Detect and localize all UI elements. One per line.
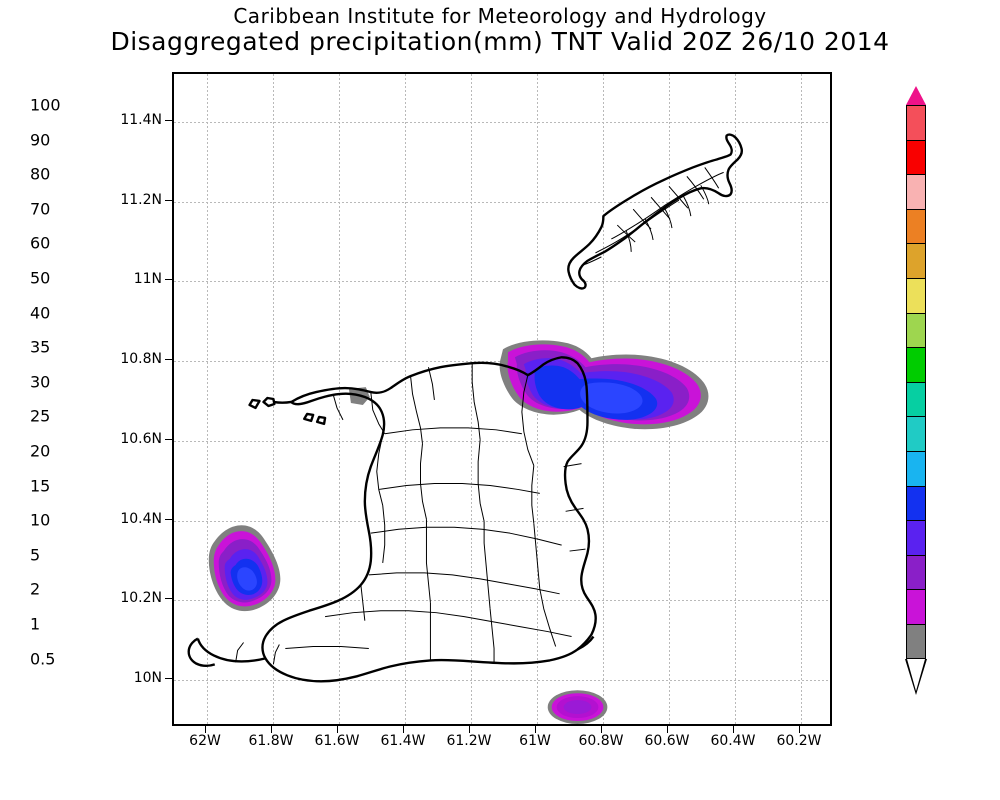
y-tick-label-10.8N: 10.8N	[120, 351, 162, 368]
y-tick-label-10.4N: 10.4N	[120, 510, 162, 527]
y-tick-11.2N	[165, 199, 172, 201]
tobago-outline	[567, 133, 743, 290]
gridline-vertical-60.2W	[801, 74, 802, 724]
precip-region-south-edge	[547, 690, 608, 724]
x-tick-label-60.6W: 60.6W	[644, 733, 690, 749]
gridline-horizontal-11.2N	[174, 201, 830, 203]
gridline-horizontal-11.4N	[174, 121, 830, 123]
x-tick-label-60.2W: 60.2W	[776, 733, 822, 749]
colorbar-label-5: 5	[30, 545, 41, 565]
colorbar-band-5	[906, 554, 926, 590]
x-tick-label-61.6W: 61.6W	[314, 733, 360, 749]
colorbar-band-50	[906, 277, 926, 313]
gridline-vertical-60.4W	[735, 74, 736, 724]
gridline-horizontal-10.2N	[174, 600, 830, 602]
colorbar-label-50: 50	[30, 268, 51, 288]
colorbar-band-40	[906, 312, 926, 348]
precip-region-southwest	[208, 525, 281, 612]
colorbar-band-20	[906, 450, 926, 486]
colorbar-band-80	[906, 174, 926, 209]
colorbar-band-60	[906, 243, 926, 278]
x-tick-61.8W	[271, 726, 272, 733]
x-tick-61.6W	[337, 726, 338, 733]
map-plot-area	[172, 72, 832, 726]
y-tick-label-11.4N: 11.4N	[120, 111, 162, 128]
x-tick-61.4W	[403, 726, 404, 733]
colorbar-label-0.5: 0.5	[30, 649, 56, 669]
page-title: Disaggregated precipitation(mm) TNT Vali…	[110, 27, 890, 56]
x-tick-label-61W: 61W	[519, 733, 551, 749]
map-graphics	[187, 133, 743, 724]
colorbar-label-10: 10	[30, 510, 51, 530]
x-tick-60.6W	[667, 726, 668, 733]
colorbar-label-1: 1	[30, 614, 41, 634]
x-tick-60.2W	[799, 726, 800, 733]
colorbar-over-arrow	[906, 86, 926, 105]
colorbar-label-25: 25	[30, 406, 51, 426]
gridline-vertical-61.2W	[471, 74, 472, 724]
colorbar-band-70	[906, 208, 926, 244]
gridline-horizontal-11N	[174, 281, 830, 283]
colorbar-under-arrow-inner	[907, 658, 925, 691]
colorbar-band-25	[906, 416, 926, 451]
colorbar-band-35	[906, 347, 926, 382]
y-tick-10N	[165, 678, 172, 680]
colorbar-band-90	[906, 139, 926, 175]
x-tick-label-61.2W: 61.2W	[446, 733, 492, 749]
colorbar-label-15: 15	[30, 476, 51, 496]
tobago-admin-boundaries	[583, 167, 724, 266]
colorbar-label-2: 2	[30, 579, 41, 599]
x-tick-60.8W	[601, 726, 602, 733]
colorbar-band-10	[906, 520, 926, 555]
y-tick-11N	[165, 279, 172, 281]
y-tick-10.8N	[165, 359, 172, 361]
y-tick-10.6N	[165, 438, 172, 440]
x-tick-label-60.8W: 60.8W	[578, 733, 624, 749]
colorbar-label-40: 40	[30, 303, 51, 323]
colorbar-label-100: 100	[30, 95, 61, 115]
x-tick-60.4W	[733, 726, 734, 733]
y-tick-10.2N	[165, 598, 172, 600]
colorbar-band-15	[906, 485, 926, 521]
gridline-vertical-61.4W	[405, 74, 406, 724]
x-tick-61W	[535, 726, 536, 733]
colorbar-band-30	[906, 381, 926, 417]
y-tick-label-10N: 10N	[133, 670, 162, 687]
colorbar-band-1	[906, 623, 926, 659]
x-tick-61.2W	[469, 726, 470, 733]
institute-title: Caribbean Institute for Meteorology and …	[233, 4, 767, 28]
colorbar-label-70: 70	[30, 199, 51, 219]
colorbar-band-100	[906, 105, 926, 140]
x-tick-62W	[205, 726, 206, 733]
trinidad-admin-boundaries	[235, 363, 586, 665]
colorbar-band-2	[906, 589, 926, 624]
x-tick-label-62W: 62W	[189, 733, 221, 749]
colorbar-label-60: 60	[30, 233, 51, 253]
y-tick-11.4N	[165, 119, 172, 121]
colorbar-label-20: 20	[30, 441, 51, 461]
y-tick-label-10.2N: 10.2N	[120, 590, 162, 607]
colorbar[interactable]	[906, 105, 926, 659]
colorbar-label-35: 35	[30, 337, 51, 357]
gridline-horizontal-10N	[174, 680, 830, 682]
x-tick-label-60.4W: 60.4W	[710, 733, 756, 749]
colorbar-label-80: 80	[30, 164, 51, 184]
x-tick-label-61.4W: 61.4W	[380, 733, 426, 749]
colorbar-label-90: 90	[30, 130, 51, 150]
gridline-horizontal-10.4N	[174, 520, 830, 522]
gridline-vertical-61.6W	[339, 74, 340, 724]
colorbar-label-30: 30	[30, 372, 51, 392]
gridline-vertical-62W	[207, 74, 208, 724]
gridline-horizontal-10.6N	[174, 440, 830, 442]
y-tick-10.4N	[165, 518, 172, 520]
x-tick-label-61.8W: 61.8W	[248, 733, 294, 749]
y-tick-label-11N: 11N	[133, 271, 162, 288]
precip-region-northeast	[499, 340, 709, 430]
y-tick-label-11.2N: 11.2N	[120, 191, 162, 208]
trinidad-outline	[187, 356, 597, 683]
y-tick-label-10.6N: 10.6N	[120, 430, 162, 447]
